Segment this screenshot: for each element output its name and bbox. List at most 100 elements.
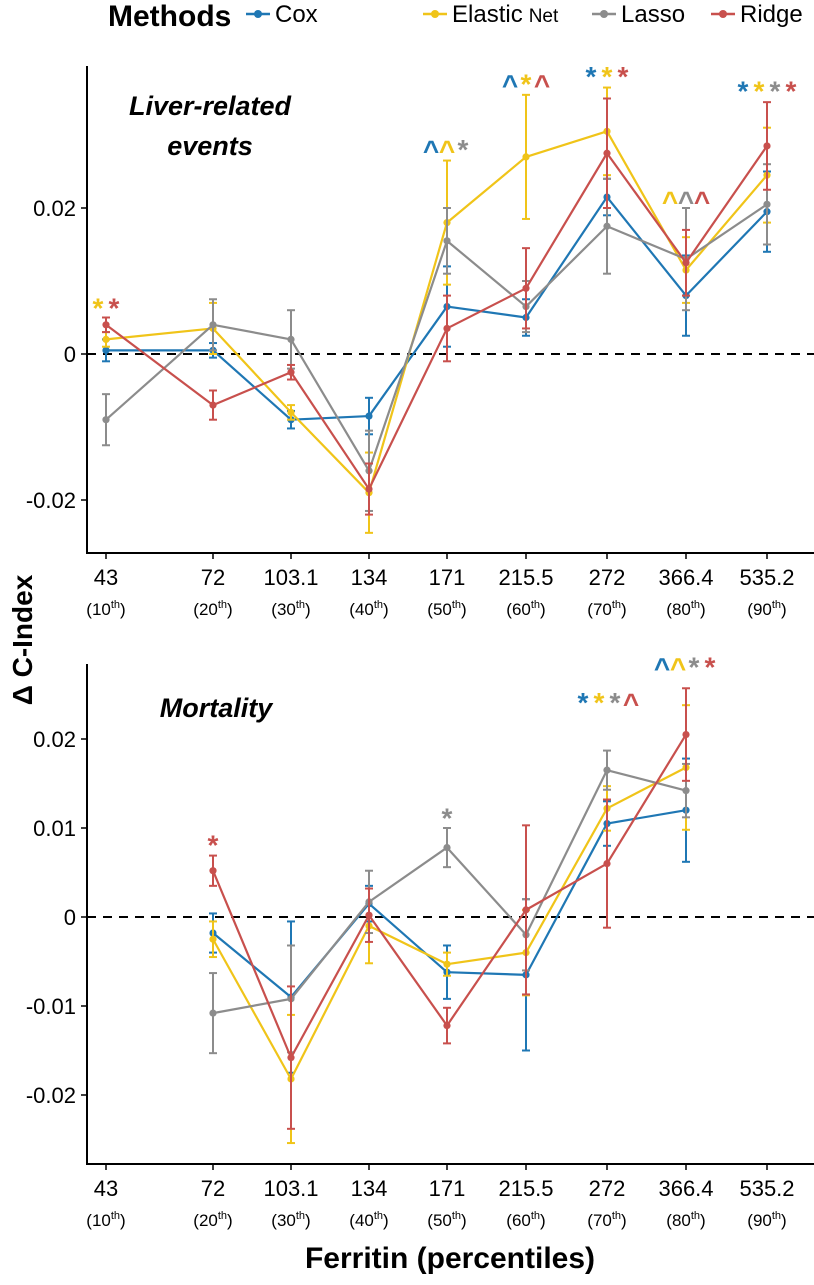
legend: Methods Cox Elastic Net Lasso Ridge [108, 0, 803, 33]
percentile-close: ) [461, 600, 467, 619]
percentile-suffix: th [691, 599, 700, 611]
legend-title: Methods [108, 0, 231, 33]
y-axis-label: Δ C-Index [7, 574, 38, 705]
significance-asterisk: * [610, 687, 621, 718]
data-point [443, 843, 451, 852]
data-point [522, 906, 530, 914]
series-elastic-net [209, 704, 690, 1145]
x-percentile-label: (70th) [587, 599, 626, 619]
x-tick-label: 72 [201, 565, 225, 590]
significance-asterisk: * [618, 61, 629, 92]
significance-asterisk: * [770, 76, 781, 107]
legend-item-label: Cox [275, 1, 318, 28]
x-percentile-label: (60th) [506, 599, 545, 619]
percentile-close: ) [781, 600, 787, 619]
series-ridge [209, 687, 690, 1130]
x-tick-label: 272 [589, 1176, 626, 1201]
percentile-close: ) [621, 600, 627, 619]
percentile-close: ) [383, 600, 389, 619]
x-tick-label: 72 [201, 1176, 225, 1201]
series-line [211, 733, 687, 1059]
series-line [212, 809, 687, 999]
data-point [763, 142, 771, 150]
significance-asterisk: * [754, 76, 765, 107]
legend-swatch-dot [719, 10, 727, 18]
percentile-open: (50 [427, 1211, 452, 1230]
percentile-open: (30 [271, 1211, 296, 1230]
significance-caret: ^ [654, 652, 670, 683]
x-tick-label: 366.4 [658, 565, 713, 590]
significance-asterisk: * [602, 61, 613, 92]
x-percentile-label: (20th) [193, 1210, 232, 1230]
x-tick-label: 215.5 [498, 1176, 553, 1201]
legend-item-label-suffix: Net [529, 6, 559, 27]
y-tick-label: 0 [64, 342, 76, 367]
percentile-close: ) [540, 1211, 546, 1230]
percentile-open: (80 [666, 600, 691, 619]
percentile-close: ) [120, 600, 126, 619]
percentile-suffix: th [374, 599, 383, 611]
percentile-open: (20 [193, 600, 218, 619]
x-axis-label: Ferritin (percentiles) [305, 1242, 595, 1275]
data-point [603, 222, 611, 230]
y-tick-label: 0 [64, 905, 76, 930]
significance-asterisk: * [93, 292, 104, 323]
significance-caret: ^ [623, 688, 639, 719]
data-point [209, 401, 217, 409]
y-tick-label: -0.02 [26, 1083, 76, 1108]
x-percentile-label: (80th) [666, 599, 705, 619]
percentile-open: (70 [587, 600, 612, 619]
significance-asterisk: * [458, 134, 469, 165]
legend-swatch-dot [254, 10, 262, 18]
x-tick-label: 171 [429, 1176, 466, 1201]
percentile-open: (10 [86, 600, 111, 619]
y-tick-label: 0.01 [33, 816, 76, 841]
percentile-open: (70 [587, 1211, 612, 1230]
series-line [106, 195, 768, 421]
y-tick-label: -0.02 [26, 488, 76, 513]
percentile-open: (10 [86, 1211, 111, 1230]
data-point [682, 259, 690, 267]
data-point [603, 149, 611, 157]
data-point [209, 1009, 217, 1017]
percentile-suffix: th [531, 1210, 540, 1222]
percentile-close: ) [227, 600, 233, 619]
significance-asterisk: * [689, 651, 700, 682]
percentile-suffix: th [691, 1210, 700, 1222]
x-percentile-label: (90th) [747, 599, 786, 619]
legend-swatch-dot [600, 10, 608, 18]
percentile-suffix: th [296, 1210, 305, 1222]
percentile-close: ) [120, 1211, 126, 1230]
x-percentile-label: (30th) [271, 1210, 310, 1230]
y-tick-label: -0.01 [26, 994, 76, 1019]
data-point [102, 416, 110, 424]
percentile-suffix: th [531, 599, 540, 611]
percentile-suffix: th [111, 599, 120, 611]
percentile-open: (90 [747, 600, 772, 619]
percentile-suffix: th [374, 1210, 383, 1222]
x-percentile-label: (40th) [349, 1210, 388, 1230]
significance-asterisk: * [208, 829, 219, 860]
percentile-suffix: th [772, 1210, 781, 1222]
x-percentile-label: (60th) [506, 1210, 545, 1230]
percentile-suffix: th [452, 1210, 461, 1222]
data-point [522, 153, 530, 161]
series-ridge [102, 97, 771, 516]
significance-asterisk: * [578, 687, 589, 718]
significance-caret: ^ [670, 652, 686, 683]
x-tick-label: 134 [351, 565, 388, 590]
data-point [603, 860, 611, 868]
significance-asterisk: * [738, 76, 749, 107]
x-percentile-label: (90th) [747, 1210, 786, 1230]
x-tick-label: 215.5 [498, 565, 553, 590]
percentile-suffix: th [218, 599, 227, 611]
significance-caret: ^ [502, 69, 518, 100]
percentile-suffix: th [612, 599, 621, 611]
chart-panels: -0.0200.0243(10th)72(20th)103.1(30th)134… [26, 61, 814, 1230]
x-tick-label: 535.2 [739, 1176, 794, 1201]
significance-caret: ^ [423, 135, 439, 166]
x-percentile-label: (20th) [193, 599, 232, 619]
data-point [682, 787, 690, 795]
